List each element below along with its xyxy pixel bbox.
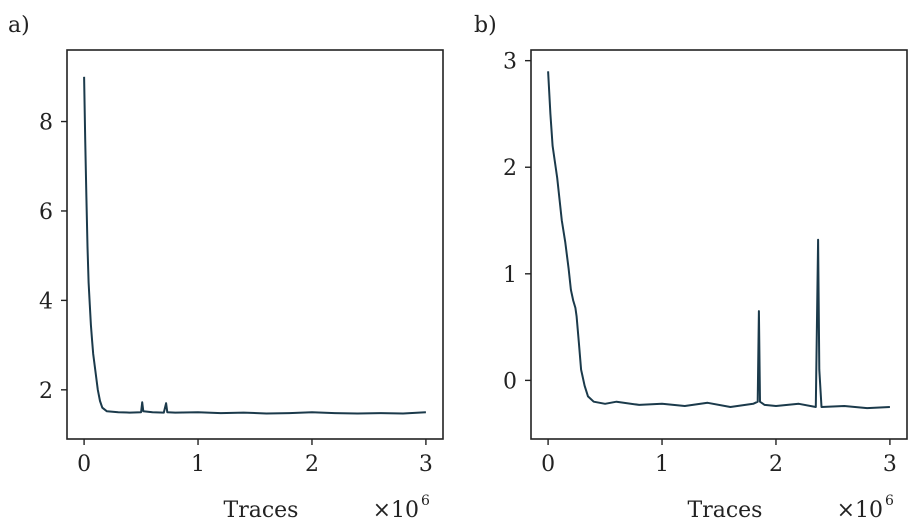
panel-b-axes-frame [530,49,908,440]
panel-a-y-tick-label: 8 [39,111,53,136]
panel-a-y-tick-label: 6 [39,200,53,225]
panel-b-series-line [547,71,890,410]
panel-a-x-offset-label: ×10 [373,498,419,523]
panel-b: b) 0 1 2 3 0 1 2 3 Traces ×10 6 [474,13,908,523]
panel-a-x-axis-label: Traces [224,498,299,523]
panel-b-x-axis-label: Traces [688,498,763,523]
panel-b-x-tick-label: 1 [655,452,669,477]
panel-b-y-tick-label: 2 [503,156,517,181]
panel-b-y-tick-label: 1 [503,263,517,288]
panel-a-x-offset-exponent: 6 [421,493,430,509]
panel-b-y-tick-label: 3 [503,50,517,75]
panel-b-x-offset-label: ×10 [837,498,883,523]
panel-b-x-offset-exponent: 6 [885,493,894,509]
panel-b-x-tick-label: 2 [769,452,783,477]
panel-b-label: b) [474,13,497,38]
panel-a-x-tick-label: 0 [77,452,91,477]
panel-a-y-tick-label: 2 [39,379,53,404]
panel-a-series-line [83,76,426,415]
panel-a-x-tick-label: 2 [305,452,319,477]
panel-a-x-tick-label: 3 [419,452,433,477]
panel-a-axes-frame [66,49,444,440]
panel-b-x-tick-label: 3 [883,452,897,477]
panel-a-label: a) [8,13,30,38]
panel-b-y-tick-label: 0 [503,369,517,394]
panel-a-y-tick-label: 4 [39,289,53,314]
panel-b-x-tick-label: 0 [541,452,555,477]
panel-a-x-tick-label: 1 [191,452,205,477]
